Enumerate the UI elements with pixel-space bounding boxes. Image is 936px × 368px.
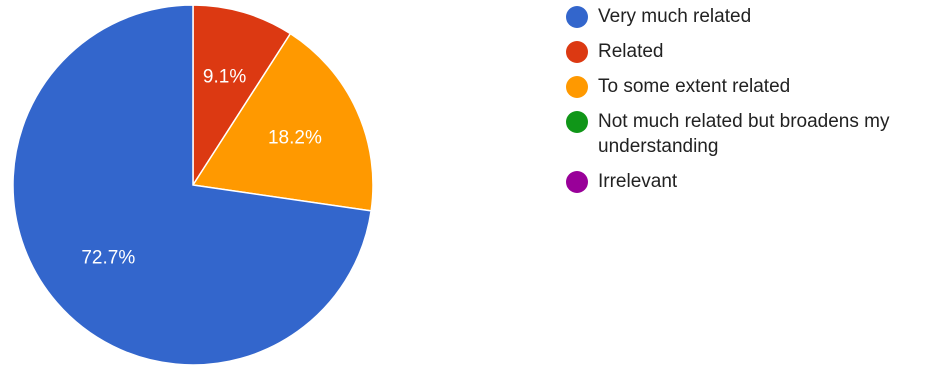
slice-label-very-much-related: 72.7% (81, 247, 135, 268)
legend-item-not-much-related[interactable]: Not much related but broadens my underst… (566, 109, 932, 159)
legend-swatch (566, 76, 588, 98)
legend-swatch (566, 171, 588, 193)
legend-swatch (566, 111, 588, 133)
legend-label: Related (598, 41, 664, 62)
legend-label: Very much related (598, 6, 752, 27)
legend: Very much related Related To some extent… (566, 4, 932, 204)
slice-label-related: 9.1% (203, 67, 246, 88)
slices-group (12, 4, 374, 366)
legend-swatch (566, 41, 588, 63)
pie-slice-very-much-related[interactable] (12, 4, 372, 366)
pie-slice-related[interactable] (192, 4, 292, 188)
legend-item-to-some-extent-related[interactable]: To some extent related (566, 74, 932, 99)
slice-label-to-some-extent-related: 18.2% (268, 128, 322, 149)
pie-slice-to-some-extent-related[interactable] (191, 32, 374, 212)
pie-plot-area: 9.1% 18.2% 72.7% (12, 4, 374, 366)
slice-labels-group: 9.1% 18.2% 72.7% (81, 67, 322, 269)
legend-item-very-much-related[interactable]: Very much related (566, 4, 932, 29)
legend-swatch (566, 6, 588, 28)
legend-item-related[interactable]: Related (566, 39, 932, 64)
legend-label: Irrelevant (598, 171, 678, 192)
legend-label: To some extent related (598, 76, 791, 97)
legend-label: Not much related but broadens my underst… (598, 111, 890, 157)
legend-item-irrelevant[interactable]: Irrelevant (566, 169, 932, 194)
